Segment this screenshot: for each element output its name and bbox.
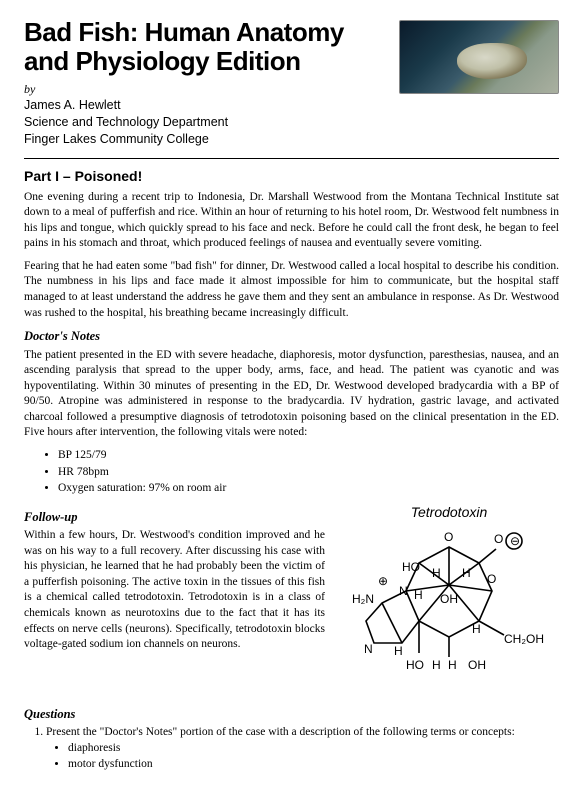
- chem-title: Tetrodotoxin: [339, 503, 559, 522]
- lbl-CH2OH: CH₂OH: [504, 632, 544, 646]
- lbl-H2N: H₂N: [352, 592, 374, 606]
- lbl-OH: OH: [440, 592, 458, 606]
- followup-heading: Follow-up: [24, 509, 325, 526]
- lbl-H: H: [472, 622, 481, 636]
- questions-block: Present the "Doctor's Notes" portion of …: [24, 725, 559, 772]
- vital-item: HR 78bpm: [58, 465, 559, 481]
- vitals-list: BP 125/79 HR 78bpm Oxygen saturation: 97…: [58, 448, 559, 497]
- question-1-term: diaphoresis: [68, 741, 559, 757]
- questions-heading: Questions: [24, 706, 559, 723]
- author-name: James A. Hewlett: [24, 97, 559, 114]
- question-1: Present the "Doctor's Notes" portion of …: [46, 725, 559, 772]
- part1-heading: Part I – Poisoned!: [24, 167, 559, 186]
- vital-item: BP 125/79: [58, 448, 559, 464]
- part1-para1: One evening during a recent trip to Indo…: [24, 190, 559, 252]
- lbl-H: H: [432, 566, 441, 580]
- author-dept: Science and Technology Department: [24, 114, 559, 131]
- tetrodotoxin-structure: Tetrodotoxin O ⊖ O HO H H O: [339, 503, 559, 700]
- divider: [24, 158, 559, 159]
- lbl-HO: HO: [402, 560, 420, 574]
- doctors-notes-heading: Doctor's Notes: [24, 328, 559, 345]
- vital-item: Oxygen saturation: 97% on room air: [58, 481, 559, 497]
- author-college: Finger Lakes Community College: [24, 131, 559, 148]
- followup-para: Within a few hours, Dr. Westwood's condi…: [24, 528, 325, 652]
- part1-para2: Fearing that he had eaten some "bad fish…: [24, 259, 559, 321]
- question-1-term: motor dysfunction: [68, 757, 559, 773]
- lbl-H: H: [414, 588, 423, 602]
- title-line1: Bad Fish: Human Anatomy: [24, 17, 344, 47]
- lbl-minus: ⊖: [510, 534, 520, 548]
- lbl-O: O: [444, 530, 453, 544]
- doctors-notes-para: The patient presented in the ED with sev…: [24, 348, 559, 441]
- header: Bad Fish: Human Anatomy and Physiology E…: [24, 18, 559, 148]
- lbl-N: N: [399, 584, 408, 598]
- lbl-HO: HO: [406, 658, 424, 672]
- lbl-H: H: [462, 566, 471, 580]
- lbl-O: O: [494, 532, 503, 546]
- pufferfish-photo: [399, 20, 559, 94]
- lbl-plus: ⊕: [378, 574, 388, 588]
- question-1-text: Present the "Doctor's Notes" portion of …: [46, 726, 515, 738]
- lbl-O: O: [487, 572, 496, 586]
- lbl-H: H: [432, 658, 441, 672]
- lbl-OH: OH: [468, 658, 486, 672]
- lbl-H: H: [448, 658, 457, 672]
- chem-structure-svg: O ⊖ O HO H H O OH H H₂N ⊕ N N H CH₂OH HO…: [344, 525, 554, 695]
- title-line2: and Physiology Edition: [24, 46, 300, 76]
- lbl-HN: N: [364, 642, 373, 656]
- lbl-H: H: [394, 644, 403, 658]
